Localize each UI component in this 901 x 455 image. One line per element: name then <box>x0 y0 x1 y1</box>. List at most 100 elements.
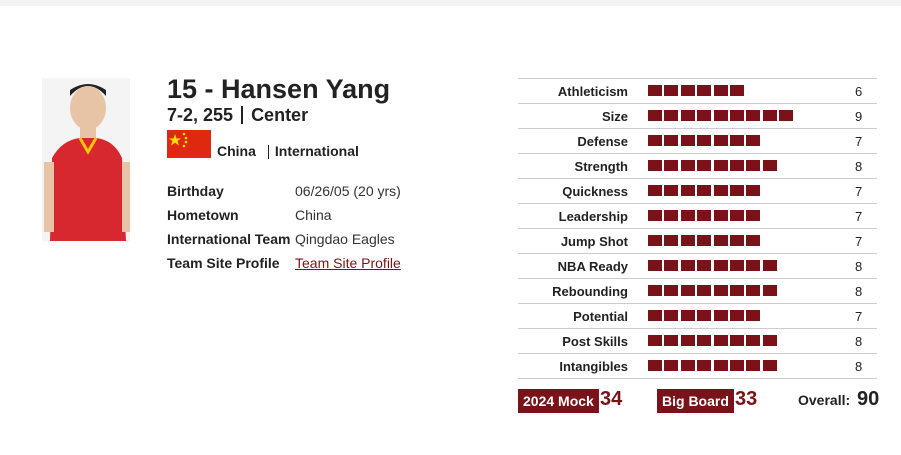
rating-square <box>746 310 761 321</box>
rating-square <box>713 335 728 346</box>
rating-square <box>664 85 679 96</box>
rating-square <box>648 285 662 296</box>
rating-square <box>746 185 761 196</box>
rating-square <box>680 310 695 321</box>
rating-square <box>730 110 744 121</box>
rating-square <box>762 260 777 271</box>
rating-square <box>762 335 777 346</box>
rating-square <box>697 110 712 121</box>
rating-square <box>664 110 679 121</box>
rating-square <box>648 110 662 121</box>
rating-square <box>664 160 679 171</box>
rating-square <box>648 335 662 346</box>
rating-square <box>680 335 695 346</box>
rating-square <box>648 135 662 146</box>
rating-row: Size 9 <box>518 103 877 128</box>
rating-square <box>762 110 777 121</box>
rating-label: Rebounding <box>552 284 628 299</box>
rating-square <box>746 360 761 371</box>
rating-square <box>697 335 712 346</box>
rating-row: Rebounding 8 <box>518 278 877 303</box>
rating-square <box>730 285 744 296</box>
position: Center <box>251 105 309 125</box>
mock-label: 2024 Mock <box>518 389 599 413</box>
rating-square <box>730 235 744 246</box>
detail-label: Birthday <box>167 183 224 199</box>
rating-square <box>680 185 695 196</box>
rating-value: 7 <box>855 209 863 224</box>
mock-value: 34 <box>600 388 623 410</box>
overall-value: 90 <box>857 388 880 410</box>
rating-label: Athleticism <box>557 84 628 99</box>
rating-square <box>664 135 679 146</box>
rating-square <box>680 285 695 296</box>
rating-row-end <box>518 378 877 379</box>
rating-row: Defense 7 <box>518 128 877 153</box>
rating-value: 8 <box>855 284 863 299</box>
rating-label: Defense <box>577 134 628 149</box>
detail-value: 06/26/05 (20 yrs) <box>295 183 401 199</box>
top-bar <box>0 0 901 6</box>
profile-link[interactable]: Team Site Profile <box>295 255 401 271</box>
rating-value: 7 <box>855 184 863 199</box>
rating-square <box>697 135 712 146</box>
rating-row: Potential 7 <box>518 303 877 328</box>
rating-value: 8 <box>855 159 863 174</box>
rating-label: Strength <box>574 159 628 174</box>
rating-square <box>713 135 728 146</box>
rating-square <box>746 110 761 121</box>
rating-row: Post Skills 8 <box>518 328 877 353</box>
category: International <box>274 143 359 159</box>
rating-square <box>730 335 744 346</box>
rating-label: Quickness <box>562 184 628 199</box>
rating-square <box>746 285 761 296</box>
rating-label: Intangibles <box>559 359 628 374</box>
rating-row: Leadership 7 <box>518 203 877 228</box>
detail-label: Team Site Profile <box>167 255 280 271</box>
rating-square <box>730 160 744 171</box>
rating-square <box>779 110 794 121</box>
rating-square <box>713 85 728 96</box>
rating-square <box>713 160 728 171</box>
country: China <box>217 143 256 159</box>
rating-square <box>697 285 712 296</box>
rating-square <box>713 285 728 296</box>
rating-label: NBA Ready <box>557 259 628 274</box>
rating-square <box>697 185 712 196</box>
height-position: 7-2, 255 Center <box>167 105 308 126</box>
flag <box>167 130 211 158</box>
country-line: China International <box>217 143 359 159</box>
rating-value: 6 <box>855 84 863 99</box>
rating-square <box>730 135 744 146</box>
rating-row: Athleticism 6 <box>518 78 877 103</box>
rating-square <box>648 310 662 321</box>
rating-value: 8 <box>855 334 863 349</box>
rating-square <box>697 360 712 371</box>
rating-square <box>713 360 728 371</box>
height-weight: 7-2, 255 <box>167 105 234 125</box>
rating-square <box>680 235 695 246</box>
rating-square <box>664 285 679 296</box>
rating-square <box>746 135 761 146</box>
rating-square <box>648 185 662 196</box>
rating-square <box>648 160 662 171</box>
rating-square <box>713 110 728 121</box>
rating-square <box>648 235 662 246</box>
rating-row: Quickness 7 <box>518 178 877 203</box>
rating-square <box>680 135 695 146</box>
rating-square <box>713 235 728 246</box>
rating-square <box>730 360 744 371</box>
overall-label: Overall: <box>798 392 851 408</box>
rating-row: Strength 8 <box>518 153 877 178</box>
rating-square <box>762 160 777 171</box>
rating-square <box>746 260 761 271</box>
rating-square <box>730 260 744 271</box>
rating-square <box>680 160 695 171</box>
rating-square <box>746 210 761 221</box>
rating-square <box>697 85 712 96</box>
rating-label: Post Skills <box>562 334 628 349</box>
player-name: 15 - Hansen Yang <box>167 74 391 104</box>
rating-value: 7 <box>855 134 863 149</box>
rating-square <box>762 285 777 296</box>
